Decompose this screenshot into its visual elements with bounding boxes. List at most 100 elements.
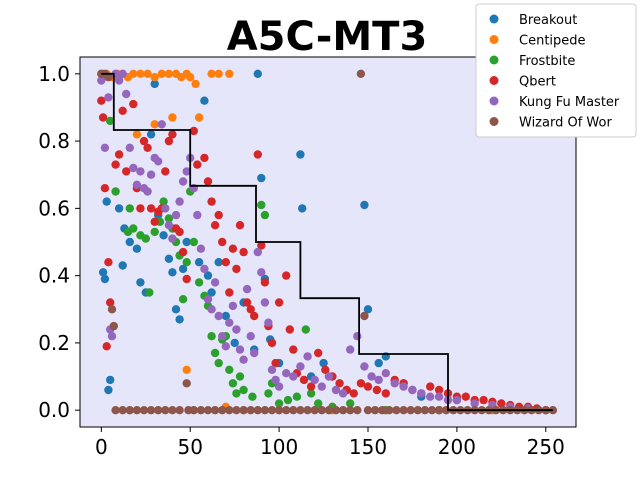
point-kung-fu-master [125,143,134,152]
chart-title: A5C-MT3 [227,14,428,60]
point-breakout [146,130,156,139]
legend-label: Centipede [519,34,586,49]
point-centipede [182,365,191,374]
point-qbert [146,204,156,213]
point-wizard-of-wor [317,406,326,415]
point-wizard-of-wor [356,69,366,79]
point-kung-fu-master [271,375,280,385]
point-kung-fu-master [434,392,444,401]
point-qbert [257,241,266,250]
point-qbert [98,113,108,122]
point-kung-fu-master [221,342,230,351]
point-wizard-of-wor [346,406,355,415]
point-qbert [214,210,223,220]
point-wizard-of-wor [353,406,362,415]
point-frostbite [207,332,216,341]
step-line [101,72,553,412]
point-kung-fu-master [331,385,341,395]
point-wizard-of-wor [289,406,298,415]
point-qbert [321,365,330,374]
point-kung-fu-master [264,318,273,327]
point-qbert [434,385,444,395]
point-wizard-of-wor [182,379,191,388]
point-centipede [143,69,152,79]
point-frostbite [301,325,310,334]
point-centipede [164,69,174,79]
point-qbert [239,247,248,257]
point-kung-fu-master [104,93,113,102]
point-qbert [260,278,270,287]
point-qbert [306,382,316,391]
point-kung-fu-master [296,362,305,371]
point-qbert [253,150,262,159]
point-frostbite [239,385,248,395]
point-wizard-of-wor [370,406,380,415]
point-breakout [150,79,159,89]
point-kung-fu-master [374,375,383,385]
point-wizard-of-wor [267,406,277,415]
legend-label: Breakout [519,13,577,28]
point-centipede [157,69,166,79]
point-kung-fu-master [157,120,166,129]
point-breakout [182,237,191,247]
point-centipede [225,69,234,79]
point-kung-fu-master [367,372,376,381]
legend-box [475,3,637,138]
point-breakout [200,96,209,105]
point-wizard-of-wor [107,305,117,314]
point-breakout [159,231,168,240]
point-kung-fu-master [122,89,131,99]
x-tick-label: 100 [260,435,298,459]
point-wizard-of-wor [189,406,198,415]
point-wizard-of-wor [125,406,134,415]
point-frostbite [145,288,154,297]
point-kung-fu-master [381,369,390,378]
point-qbert [122,167,131,176]
point-wizard-of-wor [338,406,348,415]
point-wizard-of-wor [260,406,270,415]
point-frostbite [194,278,204,287]
point-qbert [356,379,366,388]
point-kung-fu-master [228,301,238,311]
point-kung-fu-master [97,76,106,85]
x-tick-label: 150 [349,435,387,459]
point-kung-fu-master [324,372,334,381]
point-qbert [111,160,120,169]
point-qbert [114,150,124,159]
point-kung-fu-master [235,345,245,354]
point-breakout [360,200,369,210]
point-qbert [479,395,488,405]
point-kung-fu-master [246,332,255,341]
point-qbert [218,237,227,247]
point-wizard-of-wor [310,406,319,415]
x-axis: 0 50 100 150 200 250 [95,427,565,459]
point-qbert [299,375,309,385]
point-qbert [139,136,149,146]
point-breakout [168,268,177,277]
point-kung-fu-master [136,167,145,176]
point-breakout [296,150,305,159]
point-breakout [164,254,174,263]
point-qbert [164,136,174,146]
point-qbert [381,389,390,398]
legend-label: Wizard Of Wor [519,116,612,131]
point-qbert [246,305,255,314]
point-kung-fu-master [360,362,369,371]
point-qbert [182,274,191,284]
point-qbert [314,348,323,358]
point-kung-fu-master [200,264,209,274]
point-breakout [98,268,108,277]
point-kung-fu-master [146,170,156,179]
y-axis: 0.0 0.2 0.4 0.6 0.8 1.0 [38,62,80,422]
point-qbert [189,126,198,136]
point-wizard-of-wor [168,406,177,415]
point-centipede [136,69,145,79]
point-wizard-of-wor [420,406,430,415]
point-centipede [207,69,216,79]
x-tick-label: 200 [438,435,476,459]
point-frostbite [257,200,266,210]
point-kung-fu-master [353,332,362,341]
point-frostbite [306,389,316,398]
point-qbert [461,392,470,401]
point-breakout [100,274,110,284]
